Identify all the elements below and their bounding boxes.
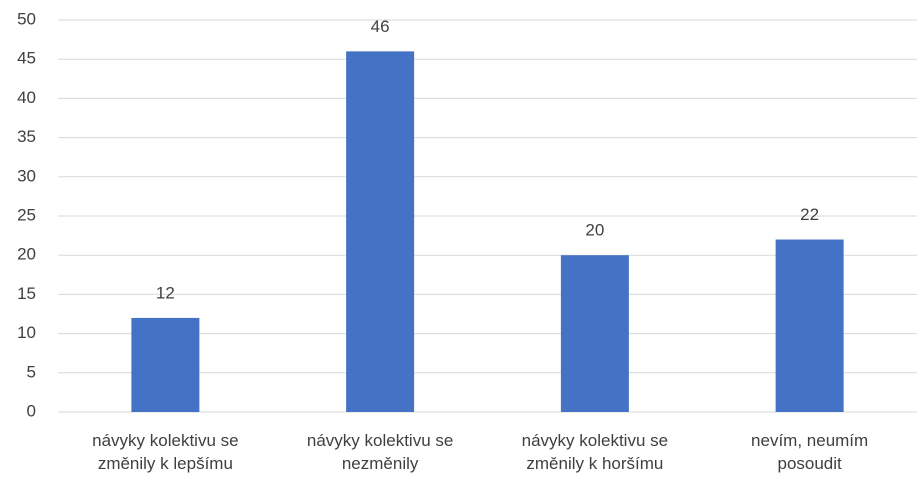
y-tick-label: 40 — [17, 88, 36, 107]
x-tick-label: návyky kolektivu se změnily k horšímu — [521, 431, 669, 473]
x-tick-label: nevím, neumím posoudit — [751, 431, 869, 473]
bar — [775, 239, 844, 412]
y-tick-label: 25 — [17, 205, 36, 224]
y-tick-label: 35 — [17, 127, 36, 146]
y-tick-label: 10 — [17, 323, 36, 342]
bar — [560, 255, 629, 412]
y-tick-label: 0 — [27, 401, 36, 420]
data-label: 20 — [585, 221, 604, 240]
y-tick-label: 30 — [17, 166, 36, 185]
y-tick-label: 5 — [27, 362, 36, 381]
y-tick-label: 15 — [17, 284, 36, 303]
bar — [131, 317, 200, 412]
bar — [346, 51, 415, 413]
x-tick-label: návyky kolektivu se nezměnily — [306, 431, 454, 473]
y-tick-label: 20 — [17, 245, 36, 264]
x-tick-label: návyky kolektivu se změnily k lepšímu — [92, 431, 239, 473]
data-label: 12 — [156, 283, 175, 302]
data-label: 46 — [371, 17, 390, 36]
y-tick-label: 50 — [17, 9, 36, 28]
data-label: 22 — [800, 205, 819, 224]
y-tick-label: 45 — [17, 49, 36, 68]
